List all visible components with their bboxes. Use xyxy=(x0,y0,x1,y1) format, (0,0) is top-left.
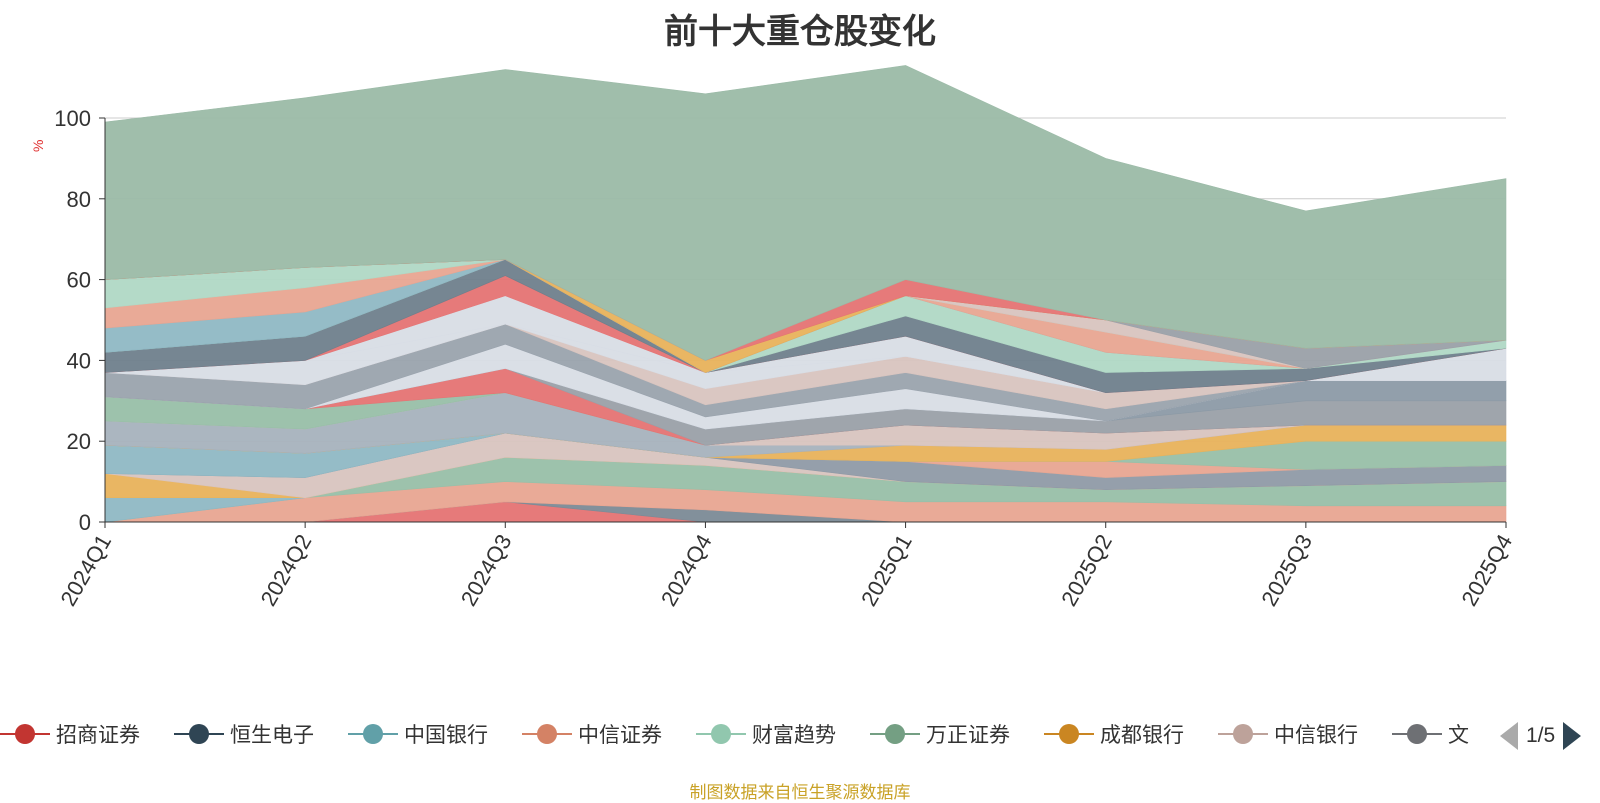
legend-label: 万正证券 xyxy=(926,724,1010,747)
area-series-33[interactable] xyxy=(104,65,1507,361)
legend-label: 文 xyxy=(1448,724,1469,747)
y-tick-label-4: 80 xyxy=(67,187,91,212)
legend-marker-icon xyxy=(870,724,920,744)
legend-item-2[interactable]: 中国银行 xyxy=(348,714,488,754)
legend-prev-arrow-icon[interactable] xyxy=(1500,722,1518,750)
legend-marker-icon xyxy=(348,724,398,744)
legend-page-indicator: 1/5 xyxy=(1526,724,1556,747)
x-tick-labels: 2024Q1 2024Q2 2024Q3 2024Q4 2025Q1 2025Q2 2025… xyxy=(55,522,1517,610)
x-tick-label-5: 2025Q2 xyxy=(1056,530,1117,610)
legend-label: 财富趋势 xyxy=(752,724,836,747)
legend-marker-icon xyxy=(1044,724,1094,744)
area-series xyxy=(104,65,1507,523)
legend-marker-icon xyxy=(1218,724,1268,744)
y-tick-label-2: 40 xyxy=(67,348,91,373)
legend-item-5[interactable]: 万正证券 xyxy=(870,714,1010,754)
legend-item-0[interactable]: 招商证券 xyxy=(0,714,140,754)
y-tick-label-1: 20 xyxy=(67,429,91,454)
x-tick-label-2: 2024Q3 xyxy=(456,530,517,610)
y-tick-labels: 0 20 40 60 80 100 xyxy=(54,106,105,535)
legend-item-3[interactable]: 中信证券 xyxy=(522,714,662,754)
axes xyxy=(104,118,1506,523)
y-tick-label-5: 100 xyxy=(54,106,91,131)
legend-marker-icon xyxy=(0,724,50,744)
y-axis-label: % xyxy=(30,139,46,152)
legend-item-6[interactable]: 成都银行 xyxy=(1044,714,1184,754)
x-tick-label-4: 2025Q1 xyxy=(856,530,917,610)
x-tick-label-0: 2024Q1 xyxy=(55,530,116,610)
legend-label: 中信银行 xyxy=(1274,724,1358,747)
legend-label: 成都银行 xyxy=(1100,724,1184,747)
legend-item-1[interactable]: 恒生电子 xyxy=(174,714,314,754)
legend-label: 恒生电子 xyxy=(230,724,314,747)
legend-item-7[interactable]: 中信银行 xyxy=(1218,714,1358,754)
chart-title: 前十大重仓股变化 xyxy=(664,13,936,51)
legend-marker-icon xyxy=(174,724,224,744)
x-tick-label-3: 2024Q4 xyxy=(656,530,717,610)
legend-item-4[interactable]: 财富趋势 xyxy=(696,714,836,754)
y-tick-label-3: 60 xyxy=(67,268,91,293)
data-source-note: 制图数据来自恒生聚源数据库 xyxy=(689,783,911,802)
legend-next-arrow-icon[interactable] xyxy=(1563,722,1582,750)
x-tick-label-1: 2024Q2 xyxy=(256,530,317,610)
x-tick-label-6: 2025Q3 xyxy=(1256,530,1317,610)
legend-pager: 1/5 xyxy=(1500,718,1582,754)
legend-item-8[interactable]: 文 xyxy=(1392,714,1469,754)
legend-marker-icon xyxy=(1392,724,1442,744)
x-tick-label-7: 2025Q4 xyxy=(1456,530,1517,610)
legend-label: 招商证券 xyxy=(56,724,140,747)
legend-label: 中国银行 xyxy=(404,724,488,747)
legend-label: 中信证券 xyxy=(578,724,662,747)
legend: 招商证券 恒生电子 中国银行 中信证券 财富趋势 万正证券 成都银行 中信银行 文 xyxy=(0,714,1470,754)
legend-marker-icon xyxy=(696,724,746,744)
legend-marker-icon xyxy=(522,724,572,744)
y-tick-label-0: 0 xyxy=(79,510,91,535)
